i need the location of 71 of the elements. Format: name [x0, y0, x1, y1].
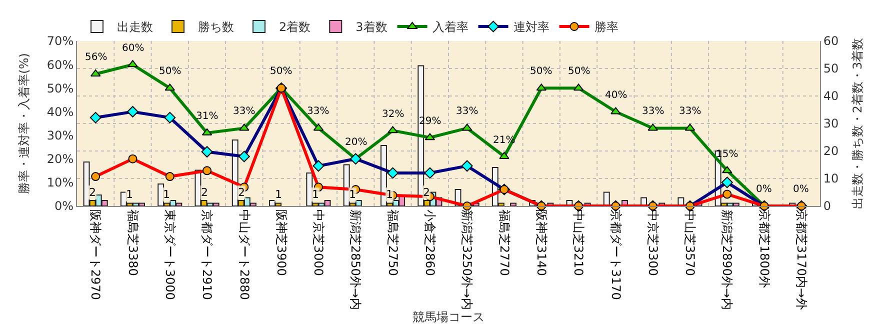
x-tick-label: 新潟芝2850外→内 [348, 209, 363, 310]
x-tick-label: 京都ダート3170 [608, 209, 623, 300]
data-label: 1 [126, 188, 133, 201]
data-label: 20% [345, 137, 368, 148]
data-label: 33% [456, 106, 478, 117]
legend-label: 2着数 [279, 20, 311, 34]
legend-label: 連対率 [513, 20, 550, 34]
legend-label: 勝率 [594, 20, 618, 34]
x-tick-label: 中山ダート2880 [237, 209, 252, 300]
data-label: 60% [122, 43, 144, 54]
data-label: 32% [382, 109, 404, 120]
legend-label: 勝ち数 [198, 20, 234, 34]
x-tick-label: 福島芝2770 [497, 209, 512, 276]
legend-label: 出走数 [117, 20, 153, 34]
x-tick-label: 阪神芝3900 [274, 209, 288, 276]
y2-tick-label: 50 [823, 62, 839, 76]
x-tick-label: 阪神芝3140 [534, 209, 548, 276]
y2-tick-label: 40 [823, 89, 839, 104]
data-label: 50% [530, 66, 552, 77]
y-tick-label: 70% [46, 34, 74, 48]
x-tick-label: 小倉芝2860 [423, 209, 438, 276]
data-label: 50% [568, 66, 590, 77]
y2-axis-title: 出走数・勝ち数・2着数・3着数 [850, 38, 865, 210]
y2-tick-label: 20 [823, 144, 839, 158]
data-label: 33% [642, 106, 664, 117]
y-tick-label: 20% [46, 152, 74, 166]
data-label: 2 [201, 186, 208, 199]
data-label: 1 [349, 188, 356, 201]
x-tick-label: 福島芝2750 [386, 209, 400, 276]
x-tick-label: 京都芝3170内→外 [794, 209, 809, 310]
x-tick-label: 新潟芝3250外→内 [460, 209, 474, 310]
data-label: 1 [275, 188, 282, 201]
data-label: 0% [756, 184, 772, 195]
y-tick-label: 10% [46, 176, 74, 190]
y2-tick-label: 30 [823, 116, 839, 131]
data-label: 50% [159, 66, 182, 77]
data-label: 2 [89, 186, 96, 199]
y2-tick-label: 10 [823, 172, 839, 186]
x-tick-label: 京都ダート2910 [200, 209, 214, 300]
x-tick-label: 福島芝3380 [126, 209, 140, 276]
data-label: 1 [386, 188, 393, 201]
y-axis-title: 勝率・連対率・入着率(%) [17, 53, 32, 194]
data-label: 33% [679, 106, 702, 117]
y-tick-label: 0% [54, 199, 74, 214]
x-tick-label: 阪神ダート2970 [88, 209, 103, 300]
data-label: 56% [85, 52, 108, 63]
data-label: 50% [270, 66, 292, 77]
data-label: 0% [793, 184, 809, 195]
y-tick-label: 40% [46, 104, 74, 119]
legend-label: 3着数 [356, 20, 388, 34]
legend-label: 入着率 [432, 20, 468, 34]
y2-tick-label: 0 [823, 199, 832, 214]
x-tick-label: 中山芝3210 [572, 209, 586, 276]
data-label: 1 [163, 188, 170, 201]
x-tick-label: 中京芝3000 [312, 209, 326, 276]
data-label: 33% [233, 106, 256, 117]
data-label: 40% [605, 90, 628, 101]
x-tick-label: 京都芝1800外 [757, 209, 772, 288]
x-axis-title: 競馬場コース [412, 310, 484, 324]
data-label: 1 [312, 188, 319, 201]
x-tick-label: 東京ダート3000 [162, 209, 177, 300]
y-tick-label: 50% [46, 81, 74, 96]
x-tick-label: 新潟芝2890外→内 [720, 209, 734, 310]
data-label: 33% [307, 106, 330, 117]
x-tick-label: 中京芝3300 [646, 209, 660, 276]
data-label: 2 [423, 186, 430, 199]
y-tick-label: 30% [46, 128, 74, 142]
data-label: 31% [196, 111, 218, 122]
y2-tick-label: 60 [823, 34, 839, 48]
data-label: 2 [238, 186, 245, 199]
y-tick-label: 60% [46, 58, 74, 72]
